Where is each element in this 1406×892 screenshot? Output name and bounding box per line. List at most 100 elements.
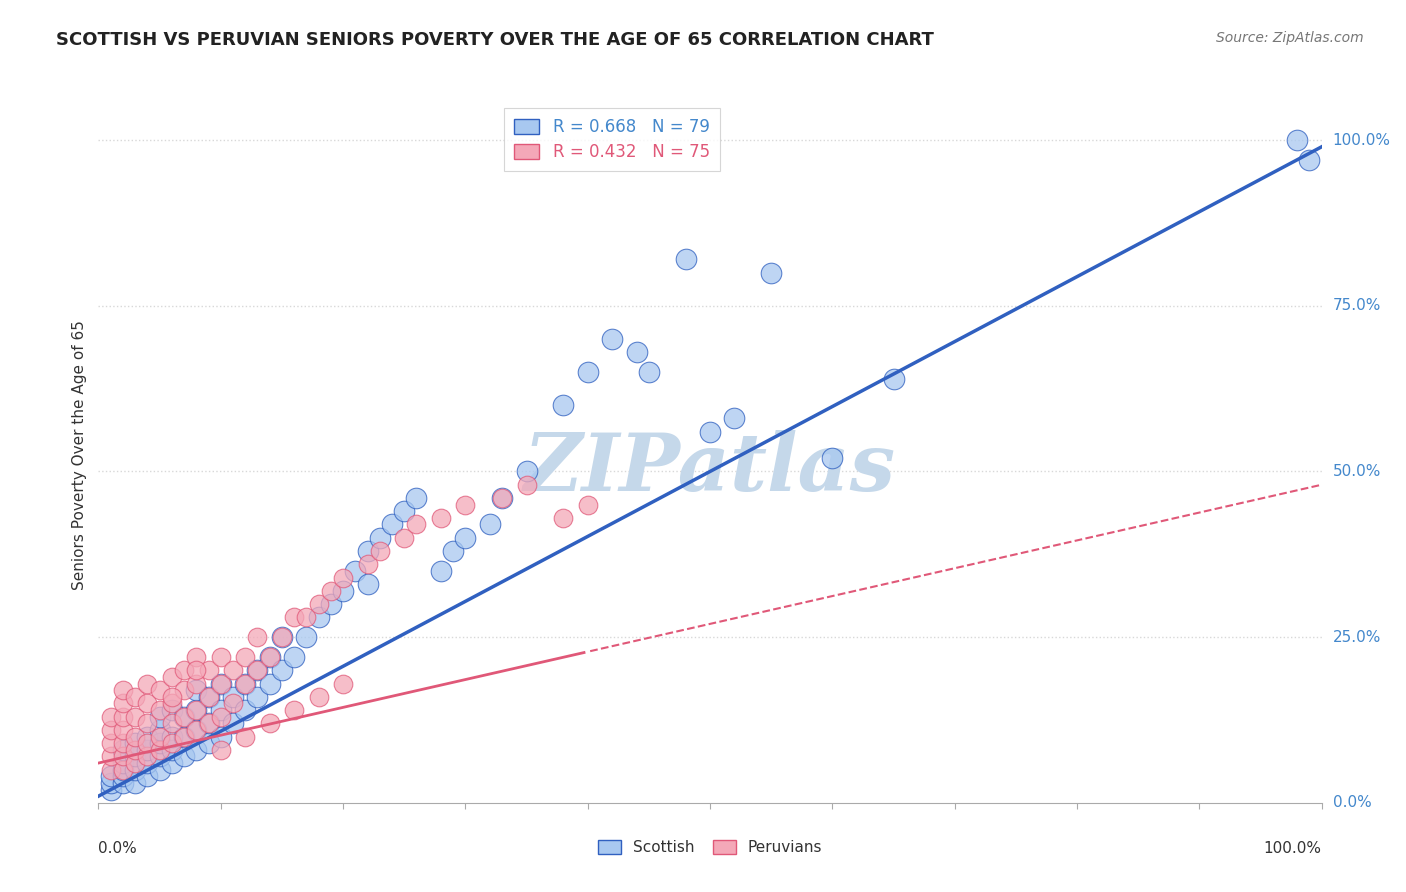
- Point: [124, 736, 146, 750]
- Point: [259, 676, 281, 690]
- Point: [368, 531, 391, 545]
- Point: [186, 723, 208, 737]
- Point: [186, 703, 208, 717]
- Point: [186, 650, 208, 665]
- Point: [160, 670, 183, 684]
- Point: [283, 650, 305, 665]
- Point: [233, 676, 256, 690]
- Point: [430, 564, 453, 578]
- Point: [124, 749, 146, 764]
- Point: [136, 697, 159, 711]
- Point: [124, 743, 146, 757]
- Point: [761, 266, 783, 280]
- Point: [173, 663, 195, 677]
- Point: [233, 676, 256, 690]
- Point: [100, 749, 122, 764]
- Point: [186, 663, 208, 677]
- Point: [173, 709, 195, 723]
- Point: [222, 663, 245, 677]
- Point: [149, 743, 172, 757]
- Text: 0.0%: 0.0%: [98, 841, 138, 856]
- Text: 25.0%: 25.0%: [1333, 630, 1381, 645]
- Point: [111, 763, 134, 777]
- Point: [626, 345, 648, 359]
- Text: 100.0%: 100.0%: [1333, 133, 1391, 148]
- Point: [136, 749, 159, 764]
- Point: [197, 690, 219, 704]
- Point: [246, 663, 269, 677]
- Point: [209, 703, 232, 717]
- Point: [186, 743, 208, 757]
- Point: [1298, 153, 1320, 167]
- Point: [233, 730, 256, 744]
- Point: [160, 690, 183, 704]
- Point: [392, 531, 416, 545]
- Point: [430, 511, 453, 525]
- Point: [124, 709, 146, 723]
- Point: [124, 730, 146, 744]
- Point: [197, 716, 219, 731]
- Point: [381, 517, 404, 532]
- Point: [259, 650, 281, 665]
- Point: [136, 743, 159, 757]
- Point: [723, 411, 745, 425]
- Point: [209, 676, 232, 690]
- Point: [111, 683, 134, 698]
- Point: [160, 736, 183, 750]
- Point: [478, 517, 501, 532]
- Point: [1286, 133, 1309, 147]
- Point: [197, 736, 219, 750]
- Point: [222, 716, 245, 731]
- Point: [173, 709, 195, 723]
- Point: [392, 504, 416, 518]
- Point: [553, 398, 575, 412]
- Point: [186, 676, 208, 690]
- Point: [100, 709, 122, 723]
- Point: [491, 491, 513, 505]
- Point: [160, 730, 183, 744]
- Point: [149, 709, 172, 723]
- Point: [149, 763, 172, 777]
- Point: [197, 716, 219, 731]
- Legend: Scottish, Peruvians: Scottish, Peruvians: [592, 834, 828, 862]
- Point: [356, 577, 378, 591]
- Point: [441, 544, 464, 558]
- Point: [270, 630, 294, 644]
- Point: [699, 425, 721, 439]
- Point: [319, 597, 342, 611]
- Point: [233, 703, 256, 717]
- Point: [821, 451, 844, 466]
- Point: [356, 558, 378, 572]
- Point: [111, 749, 134, 764]
- Point: [222, 690, 245, 704]
- Point: [259, 716, 281, 731]
- Text: ZIPatlas: ZIPatlas: [524, 430, 896, 508]
- Point: [173, 683, 195, 698]
- Text: 100.0%: 100.0%: [1264, 841, 1322, 856]
- Point: [332, 570, 354, 584]
- Point: [136, 756, 159, 770]
- Point: [160, 703, 183, 717]
- Point: [136, 736, 159, 750]
- Point: [160, 716, 183, 731]
- Point: [100, 769, 122, 783]
- Point: [173, 730, 195, 744]
- Point: [222, 697, 245, 711]
- Point: [246, 663, 269, 677]
- Point: [576, 365, 599, 379]
- Point: [160, 697, 183, 711]
- Point: [209, 650, 232, 665]
- Point: [149, 723, 172, 737]
- Point: [308, 610, 330, 624]
- Point: [319, 583, 342, 598]
- Point: [233, 650, 256, 665]
- Point: [149, 736, 172, 750]
- Point: [149, 703, 172, 717]
- Point: [883, 372, 905, 386]
- Point: [209, 709, 232, 723]
- Point: [136, 676, 159, 690]
- Point: [308, 597, 330, 611]
- Point: [149, 730, 172, 744]
- Point: [209, 743, 232, 757]
- Point: [259, 650, 281, 665]
